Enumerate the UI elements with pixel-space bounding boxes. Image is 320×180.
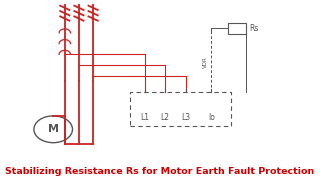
Bar [228, 23, 246, 34]
Text: L2: L2 [161, 113, 170, 122]
Bar [131, 92, 231, 126]
Text: L1: L1 [140, 113, 149, 122]
Text: L3: L3 [181, 113, 190, 122]
Text: Rs: Rs [249, 24, 259, 33]
Text: Io: Io [208, 113, 215, 122]
Text: M: M [48, 124, 59, 134]
Text: Stabilizing Resistance Rs for Motor Earth Fault Protection: Stabilizing Resistance Rs for Motor Eart… [5, 167, 315, 176]
Text: VDR: VDR [203, 57, 208, 68]
